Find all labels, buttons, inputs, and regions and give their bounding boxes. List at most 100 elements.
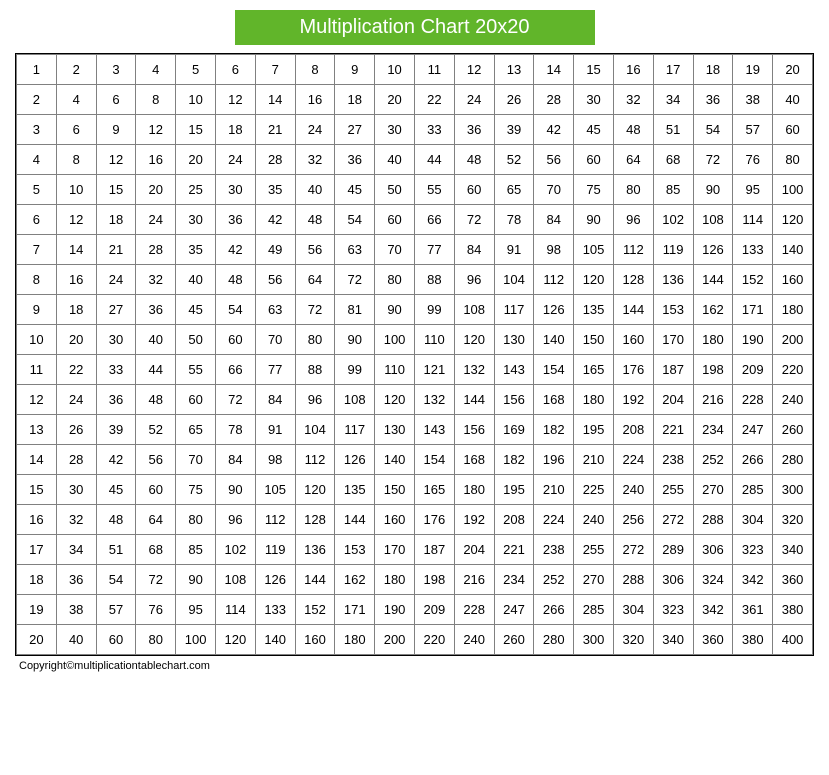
table-cell: 40 (375, 145, 415, 175)
table-cell: 119 (653, 235, 693, 265)
table-row: 1530456075901051201351501651801952102252… (17, 475, 813, 505)
table-cell: 14 (56, 235, 96, 265)
table-cell: 80 (613, 175, 653, 205)
table-cell: 33 (414, 115, 454, 145)
table-cell: 80 (176, 505, 216, 535)
copyright-text: Copyright©multiplicationtablechart.com (15, 660, 814, 672)
table-cell: 18 (215, 115, 255, 145)
table-cell: 36 (454, 115, 494, 145)
table-cell: 260 (773, 415, 813, 445)
table-cell: 170 (375, 535, 415, 565)
table-cell: 20 (136, 175, 176, 205)
table-cell: 100 (773, 175, 813, 205)
table-cell: 162 (335, 565, 375, 595)
table-cell: 66 (414, 205, 454, 235)
table-cell: 24 (136, 205, 176, 235)
table-cell: 72 (454, 205, 494, 235)
table-cell: 200 (773, 325, 813, 355)
table-cell: 28 (136, 235, 176, 265)
table-cell: 19 (733, 55, 773, 85)
table-cell: 48 (295, 205, 335, 235)
table-cell: 32 (136, 265, 176, 295)
table-cell: 2 (56, 55, 96, 85)
table-cell: 21 (96, 235, 136, 265)
table-row: 3691215182124273033363942454851545760 (17, 115, 813, 145)
table-cell: 12 (17, 385, 57, 415)
table-cell: 144 (295, 565, 335, 595)
table-cell: 39 (494, 115, 534, 145)
table-cell: 252 (693, 445, 733, 475)
table-cell: 36 (56, 565, 96, 595)
table-cell: 38 (733, 85, 773, 115)
table-cell: 72 (335, 265, 375, 295)
table-cell: 306 (693, 535, 733, 565)
table-cell: 160 (295, 625, 335, 655)
table-cell: 84 (534, 205, 574, 235)
table-cell: 126 (335, 445, 375, 475)
table-cell: 190 (375, 595, 415, 625)
table-cell: 18 (17, 565, 57, 595)
table-cell: 180 (454, 475, 494, 505)
table-cell: 32 (295, 145, 335, 175)
table-cell: 112 (255, 505, 295, 535)
table-cell: 135 (574, 295, 614, 325)
table-cell: 8 (17, 265, 57, 295)
table-cell: 4 (17, 145, 57, 175)
table-cell: 225 (574, 475, 614, 505)
table-cell: 68 (136, 535, 176, 565)
table-cell: 40 (136, 325, 176, 355)
table-cell: 136 (653, 265, 693, 295)
table-cell: 160 (613, 325, 653, 355)
table-cell: 11 (414, 55, 454, 85)
table-cell: 144 (454, 385, 494, 415)
table-cell: 144 (693, 265, 733, 295)
table-cell: 40 (56, 625, 96, 655)
table-cell: 168 (534, 385, 574, 415)
table-cell: 140 (255, 625, 295, 655)
table-cell: 342 (693, 595, 733, 625)
table-cell: 72 (215, 385, 255, 415)
table-row: 5101520253035404550556065707580859095100 (17, 175, 813, 205)
table-cell: 143 (414, 415, 454, 445)
table-cell: 280 (534, 625, 574, 655)
table-cell: 60 (574, 145, 614, 175)
table-cell: 8 (295, 55, 335, 85)
table-cell: 98 (255, 445, 295, 475)
table-cell: 165 (574, 355, 614, 385)
table-cell: 30 (574, 85, 614, 115)
table-cell: 224 (534, 505, 574, 535)
table-cell: 117 (335, 415, 375, 445)
table-cell: 255 (653, 475, 693, 505)
table-cell: 81 (335, 295, 375, 325)
table-row: 6121824303642485460667278849096102108114… (17, 205, 813, 235)
table-cell: 8 (136, 85, 176, 115)
table-cell: 119 (255, 535, 295, 565)
table-cell: 160 (773, 265, 813, 295)
table-cell: 32 (613, 85, 653, 115)
table-cell: 272 (613, 535, 653, 565)
table-cell: 52 (136, 415, 176, 445)
table-cell: 30 (176, 205, 216, 235)
table-cell: 2 (17, 85, 57, 115)
table-cell: 84 (255, 385, 295, 415)
table-cell: 204 (454, 535, 494, 565)
table-cell: 24 (96, 265, 136, 295)
table-cell: 234 (494, 565, 534, 595)
table-cell: 285 (574, 595, 614, 625)
table-cell: 240 (613, 475, 653, 505)
table-cell: 16 (56, 265, 96, 295)
table-cell: 12 (96, 145, 136, 175)
table-cell: 320 (613, 625, 653, 655)
table-cell: 12 (454, 55, 494, 85)
table-cell: 130 (494, 325, 534, 355)
table-cell: 128 (613, 265, 653, 295)
table-row: 1224364860728496108120132144156168180192… (17, 385, 813, 415)
table-cell: 108 (454, 295, 494, 325)
table-cell: 91 (494, 235, 534, 265)
table-row: 48121620242832364044485256606468727680 (17, 145, 813, 175)
table-cell: 60 (773, 115, 813, 145)
table-cell: 400 (773, 625, 813, 655)
table-cell: 20 (773, 55, 813, 85)
table-cell: 98 (534, 235, 574, 265)
table-cell: 85 (176, 535, 216, 565)
